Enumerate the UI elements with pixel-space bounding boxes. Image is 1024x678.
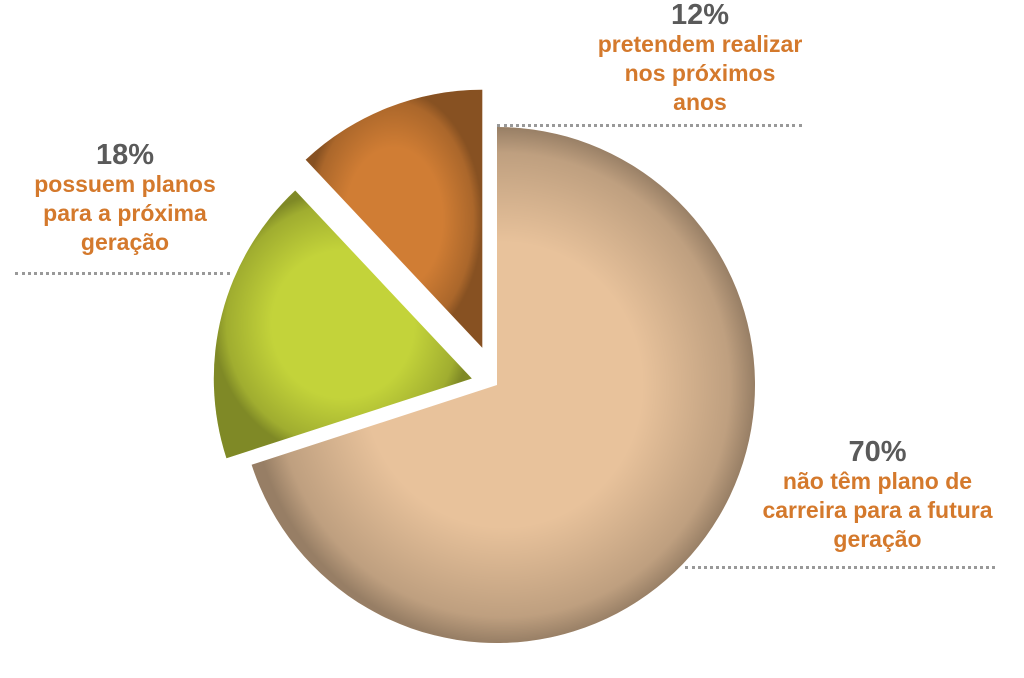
pie	[213, 89, 755, 644]
value-label: 18%	[95, 139, 155, 171]
category-label: pretendem realizar nos próximos anos	[597, 31, 803, 115]
label: 12% pretendem realizar nos próximos anos	[595, 0, 805, 117]
leader-line	[685, 566, 995, 569]
label: 70% não têm plano de carreira para a fut…	[755, 437, 1000, 554]
value-label: 70%	[848, 436, 907, 468]
label: 18% possuem planos para a próxima geraçã…	[20, 140, 230, 257]
category-label: possuem planos para a próxima geração	[34, 171, 216, 255]
category-label: não têm plano de carreira para a futura …	[762, 468, 993, 552]
leader-line	[497, 124, 802, 127]
leader-line	[15, 272, 230, 275]
value-label: 12%	[670, 0, 730, 31]
